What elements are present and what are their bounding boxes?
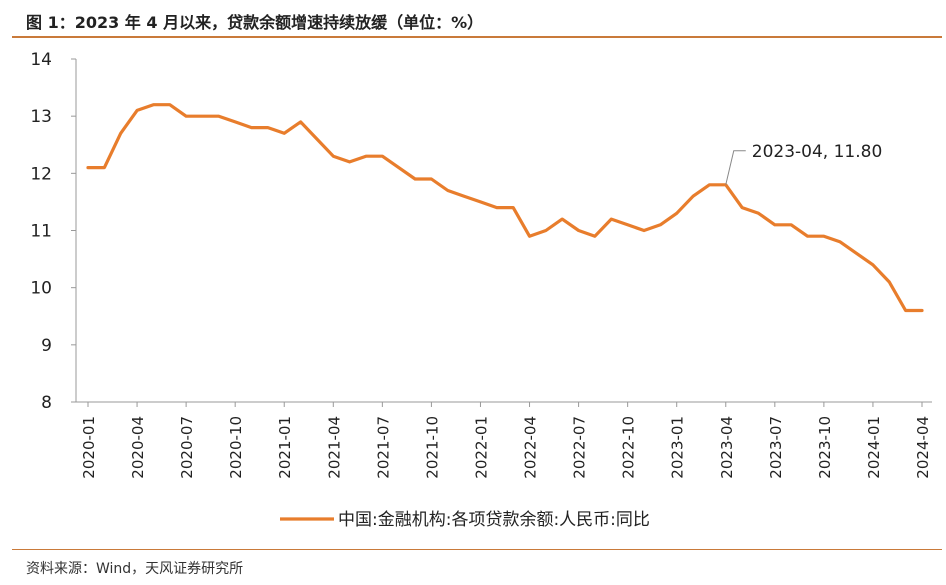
x-tick-label: 2022-07 bbox=[571, 416, 589, 479]
y-tick-label: 10 bbox=[30, 279, 52, 299]
chart-title: 图 1：2023 年 4 月以来，贷款余额增速持续放缓（单位：%） bbox=[26, 13, 484, 32]
y-tick-label: 11 bbox=[30, 222, 52, 242]
series-layer bbox=[86, 103, 924, 313]
y-tick-label: 14 bbox=[30, 50, 52, 70]
annotation-label: 2023-04, 11.80 bbox=[752, 142, 883, 162]
x-tick-label: 2022-04 bbox=[522, 416, 540, 479]
x-tick-label: 2022-10 bbox=[620, 416, 638, 479]
x-tick-label: 2023-07 bbox=[767, 416, 785, 479]
x-tick-label: 2021-01 bbox=[276, 416, 294, 479]
source-divider bbox=[12, 549, 942, 550]
x-axis: 2020-01 2020-04 2020-07 2020-10 2021-01 2021-… bbox=[76, 401, 932, 479]
x-tick-label: 2020-07 bbox=[178, 416, 196, 479]
x-tick-label: 2022-01 bbox=[472, 416, 490, 479]
y-axis: 8 9 10 11 12 13 14 bbox=[30, 50, 77, 413]
x-tick-label: 2020-01 bbox=[80, 416, 98, 479]
x-tick-label: 2020-10 bbox=[227, 416, 245, 479]
line-chart: 8 9 10 11 12 13 14 2020-01 2020-04 2020-07 2020-1… bbox=[30, 50, 932, 530]
x-tick-label: 2023-01 bbox=[669, 416, 687, 479]
x-tick-label: 2023-04 bbox=[718, 416, 736, 479]
x-tick-label: 2021-04 bbox=[325, 416, 343, 479]
source-note: 资料来源：Wind，天风证券研究所 bbox=[26, 561, 244, 577]
annotation: 2023-04, 11.80 bbox=[725, 142, 883, 185]
x-tick-label: 2020-04 bbox=[129, 416, 147, 479]
x-tick-label: 2024-04 bbox=[914, 416, 932, 479]
y-tick-label: 13 bbox=[30, 107, 52, 127]
legend-label: 中国:金融机构:各项贷款余额:人民币:同比 bbox=[338, 510, 650, 530]
x-tick-label: 2024-01 bbox=[865, 416, 883, 479]
series-line bbox=[86, 103, 924, 313]
annotation-leader-line bbox=[725, 150, 746, 185]
y-tick-label: 8 bbox=[41, 393, 52, 413]
title-divider bbox=[12, 36, 942, 38]
x-tick-label: 2021-10 bbox=[423, 416, 441, 479]
x-tick-label: 2021-07 bbox=[374, 416, 392, 479]
y-tick-label: 12 bbox=[30, 164, 52, 184]
y-tick-label: 9 bbox=[41, 336, 52, 356]
legend: 中国:金融机构:各项贷款余额:人民币:同比 bbox=[280, 510, 650, 530]
x-tick-label: 2023-10 bbox=[816, 416, 834, 479]
